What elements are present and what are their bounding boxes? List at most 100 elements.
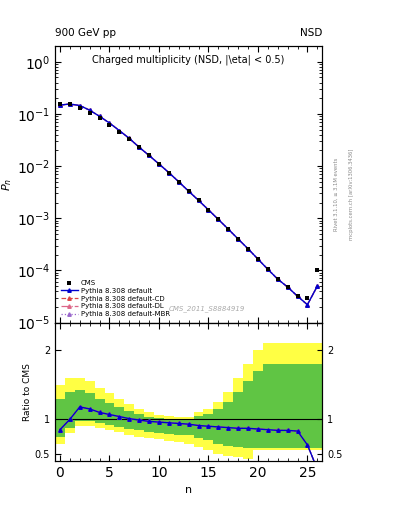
Pythia 8.308 default-DL (315, 283, 320, 289)
Pythia 8.308 default-CD (196, 197, 201, 203)
Line: Pythia 8.308 default-CD: Pythia 8.308 default-CD (58, 102, 319, 307)
Pythia 8.308 default-MBR (196, 197, 201, 203)
Pythia 8.308 default (156, 161, 161, 167)
Pythia 8.308 default-MBR (305, 302, 310, 308)
Pythia 8.308 default (285, 284, 290, 290)
Pythia 8.308 default (127, 135, 132, 141)
Pythia 8.308 default-DL (236, 236, 241, 242)
CMS (97, 115, 102, 121)
Pythia 8.308 default-CD (117, 127, 122, 134)
Pythia 8.308 default-DL (156, 161, 161, 167)
Pythia 8.308 default-CD (137, 144, 141, 151)
Pythia 8.308 default-MBR (137, 144, 141, 151)
Pythia 8.308 default (196, 197, 201, 203)
Pythia 8.308 default-DL (68, 101, 72, 107)
Pythia 8.308 default-DL (167, 169, 171, 176)
Pythia 8.308 default (77, 102, 82, 109)
Pythia 8.308 default-CD (206, 207, 211, 213)
CMS (236, 236, 241, 242)
Pythia 8.308 default-DL (58, 102, 62, 108)
CMS (186, 188, 191, 194)
Pythia 8.308 default-DL (186, 188, 191, 194)
Pythia 8.308 default-CD (295, 293, 300, 300)
Pythia 8.308 default-CD (216, 217, 221, 223)
Pythia 8.308 default-MBR (295, 293, 300, 300)
Pythia 8.308 default-DL (275, 276, 280, 282)
Pythia 8.308 default-DL (246, 246, 250, 252)
CMS (285, 284, 290, 290)
CMS (305, 294, 310, 301)
Pythia 8.308 default-MBR (186, 188, 191, 194)
Pythia 8.308 default-CD (246, 246, 250, 252)
Y-axis label: $P_n$: $P_n$ (0, 178, 14, 191)
Pythia 8.308 default-MBR (77, 102, 82, 109)
Pythia 8.308 default-CD (275, 276, 280, 282)
Pythia 8.308 default-DL (206, 207, 211, 213)
Pythia 8.308 default-CD (68, 101, 72, 107)
Pythia 8.308 default-CD (186, 188, 191, 194)
Pythia 8.308 default-CD (305, 302, 310, 308)
Pythia 8.308 default-MBR (236, 236, 241, 242)
CMS (246, 246, 250, 252)
Pythia 8.308 default-CD (87, 107, 92, 113)
Pythia 8.308 default (68, 101, 72, 107)
Pythia 8.308 default (176, 179, 181, 185)
Pythia 8.308 default-CD (255, 256, 260, 262)
Pythia 8.308 default-MBR (147, 153, 151, 159)
CMS (87, 110, 92, 116)
Pythia 8.308 default-MBR (127, 135, 132, 141)
Line: Pythia 8.308 default-MBR: Pythia 8.308 default-MBR (58, 102, 319, 307)
Pythia 8.308 default-MBR (167, 169, 171, 176)
Pythia 8.308 default-CD (226, 226, 231, 232)
Legend: CMS, Pythia 8.308 default, Pythia 8.308 default-CD, Pythia 8.308 default-DL, Pyt: CMS, Pythia 8.308 default, Pythia 8.308 … (59, 278, 172, 319)
Pythia 8.308 default-DL (255, 256, 260, 262)
Pythia 8.308 default-DL (285, 284, 290, 290)
Line: CMS: CMS (57, 101, 320, 300)
Pythia 8.308 default-DL (176, 179, 181, 185)
Pythia 8.308 default-DL (147, 153, 151, 159)
CMS (58, 101, 62, 107)
Pythia 8.308 default (186, 188, 191, 194)
Pythia 8.308 default-MBR (265, 266, 270, 272)
Pythia 8.308 default (295, 293, 300, 300)
Pythia 8.308 default (255, 256, 260, 262)
Pythia 8.308 default-DL (295, 293, 300, 300)
Pythia 8.308 default (216, 217, 221, 223)
Pythia 8.308 default-DL (305, 302, 310, 308)
CMS (127, 136, 132, 142)
CMS (196, 197, 201, 203)
Pythia 8.308 default-DL (87, 107, 92, 113)
Pythia 8.308 default (305, 302, 310, 308)
Pythia 8.308 default-DL (127, 135, 132, 141)
Pythia 8.308 default-CD (285, 284, 290, 290)
Pythia 8.308 default-CD (315, 283, 320, 289)
Pythia 8.308 default (87, 107, 92, 113)
Pythia 8.308 default-DL (117, 127, 122, 134)
Y-axis label: Ratio to CMS: Ratio to CMS (23, 362, 32, 421)
Pythia 8.308 default (137, 144, 141, 151)
Pythia 8.308 default-CD (127, 135, 132, 141)
Line: Pythia 8.308 default-DL: Pythia 8.308 default-DL (58, 102, 319, 307)
Pythia 8.308 default (206, 207, 211, 213)
Pythia 8.308 default-CD (167, 169, 171, 176)
CMS (117, 129, 122, 135)
Pythia 8.308 default (58, 102, 62, 108)
Pythia 8.308 default (107, 120, 112, 126)
Pythia 8.308 default-CD (156, 161, 161, 167)
Pythia 8.308 default-CD (58, 102, 62, 108)
Pythia 8.308 default (265, 266, 270, 272)
Pythia 8.308 default-MBR (226, 226, 231, 232)
CMS (68, 101, 72, 107)
Pythia 8.308 default-CD (97, 113, 102, 119)
Pythia 8.308 default-MBR (97, 113, 102, 119)
Pythia 8.308 default-MBR (246, 246, 250, 252)
Pythia 8.308 default (275, 276, 280, 282)
Text: Rivet 3.1.10, ≥ 3.1M events: Rivet 3.1.10, ≥ 3.1M events (334, 158, 338, 231)
Pythia 8.308 default-DL (196, 197, 201, 203)
Pythia 8.308 default-MBR (315, 283, 320, 289)
Pythia 8.308 default (246, 246, 250, 252)
Pythia 8.308 default-MBR (58, 102, 62, 108)
Pythia 8.308 default-CD (176, 179, 181, 185)
CMS (167, 169, 171, 176)
Pythia 8.308 default-MBR (285, 284, 290, 290)
